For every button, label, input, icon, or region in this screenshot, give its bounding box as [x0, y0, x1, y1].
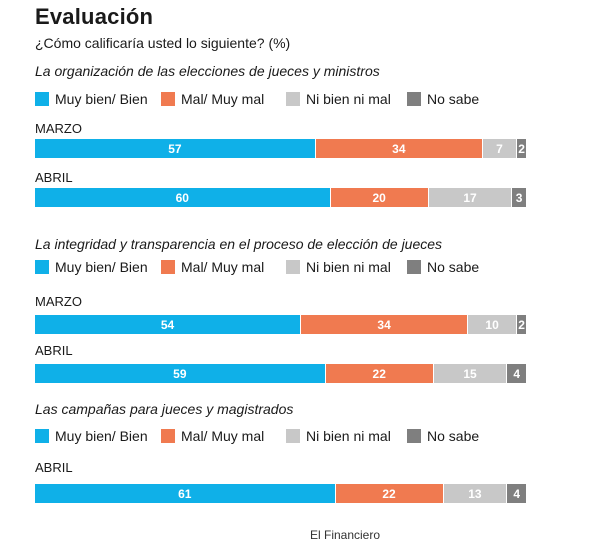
legend-item-ni-bien: Ni bien ni mal	[286, 91, 391, 107]
segment-no-sabe: 4	[506, 364, 526, 383]
legend-label: Mal/ Muy mal	[181, 91, 265, 107]
legend-label: Muy bien/ Bien	[55, 259, 148, 275]
legend-label: Ni bien ni mal	[306, 428, 391, 444]
legend-label: Muy bien/ Bien	[55, 428, 148, 444]
legend-item-mal: Mal/ Muy mal	[161, 91, 264, 107]
bar-label: ABRIL	[35, 170, 73, 185]
segment-muy-bien: 54	[35, 315, 301, 334]
segment-ni-bien: 17	[427, 188, 512, 207]
legend-item-muy-bien: Muy bien/ Bien	[35, 428, 148, 444]
legend-swatch	[161, 92, 175, 106]
legend-label: No sabe	[427, 259, 480, 275]
legend-label: Mal/ Muy mal	[181, 428, 265, 444]
stacked-bar: 60 20 17 3	[35, 188, 526, 207]
legend-item-no-sabe: No sabe	[407, 259, 479, 275]
segment-muy-bien: 59	[35, 364, 325, 383]
legend-label: Muy bien/ Bien	[55, 91, 148, 107]
legend-item-muy-bien: Muy bien/ Bien	[35, 91, 148, 107]
segment-muy-bien: 60	[35, 188, 330, 207]
stacked-bar: 54 34 10 2	[35, 315, 526, 334]
section-title-1: La organización de las elecciones de jue…	[35, 63, 380, 79]
segment-mal: 34	[314, 139, 482, 158]
legend-swatch	[286, 429, 300, 443]
segment-ni-bien: 10	[467, 315, 517, 334]
legend-item-no-sabe: No sabe	[407, 428, 479, 444]
legend-swatch	[161, 260, 175, 274]
segment-no-sabe: 2	[516, 315, 526, 334]
chart-title: Evaluación	[35, 4, 154, 29]
segment-muy-bien: 57	[35, 139, 315, 158]
legend-label: No sabe	[427, 91, 480, 107]
segment-ni-bien: 13	[442, 484, 507, 503]
legend-item-muy-bien: Muy bien/ Bien	[35, 259, 148, 275]
stacked-bar: 61 22 13 4	[35, 484, 526, 503]
legend-item-mal: Mal/ Muy mal	[161, 428, 264, 444]
segment-muy-bien: 61	[35, 484, 335, 503]
source-credit: El Financiero	[309, 528, 381, 542]
section-title-2: La integridad y transparencia en el proc…	[35, 236, 443, 252]
segment-mal: 34	[300, 315, 468, 334]
legend-label: No sabe	[427, 428, 480, 444]
stacked-bar: 57 34 7 2	[35, 139, 526, 158]
bar-label: ABRIL	[35, 460, 73, 475]
chart-subtitle: ¿Cómo calificaría usted lo siguiente? (%…	[35, 35, 291, 51]
segment-mal: 22	[334, 484, 443, 503]
legend-swatch	[35, 429, 49, 443]
legend-label: Mal/ Muy mal	[181, 259, 265, 275]
legend-item-no-sabe: No sabe	[407, 91, 479, 107]
legend-label: Ni bien ni mal	[306, 91, 391, 107]
bar-label: MARZO	[35, 294, 82, 309]
bar-label: MARZO	[35, 121, 82, 136]
legend-swatch	[286, 260, 300, 274]
section-title-3: Las campañas para jueces y magistrados	[35, 401, 294, 417]
segment-ni-bien: 7	[481, 139, 517, 158]
segment-mal: 20	[329, 188, 428, 207]
legend-swatch	[407, 429, 421, 443]
bar-label: ABRIL	[35, 343, 73, 358]
legend-swatch	[407, 260, 421, 274]
legend-swatch	[286, 92, 300, 106]
legend-swatch	[35, 260, 49, 274]
segment-no-sabe: 2	[516, 139, 526, 158]
legend-swatch	[35, 92, 49, 106]
legend-item-mal: Mal/ Muy mal	[161, 259, 264, 275]
legend-item-ni-bien: Ni bien ni mal	[286, 428, 391, 444]
legend-swatch	[407, 92, 421, 106]
legend-label: Ni bien ni mal	[306, 259, 391, 275]
segment-mal: 22	[324, 364, 433, 383]
stacked-bar: 59 22 15 4	[35, 364, 526, 383]
segment-no-sabe: 3	[511, 188, 526, 207]
segment-ni-bien: 15	[432, 364, 507, 383]
legend-item-ni-bien: Ni bien ni mal	[286, 259, 391, 275]
segment-no-sabe: 4	[506, 484, 526, 503]
legend-swatch	[161, 429, 175, 443]
